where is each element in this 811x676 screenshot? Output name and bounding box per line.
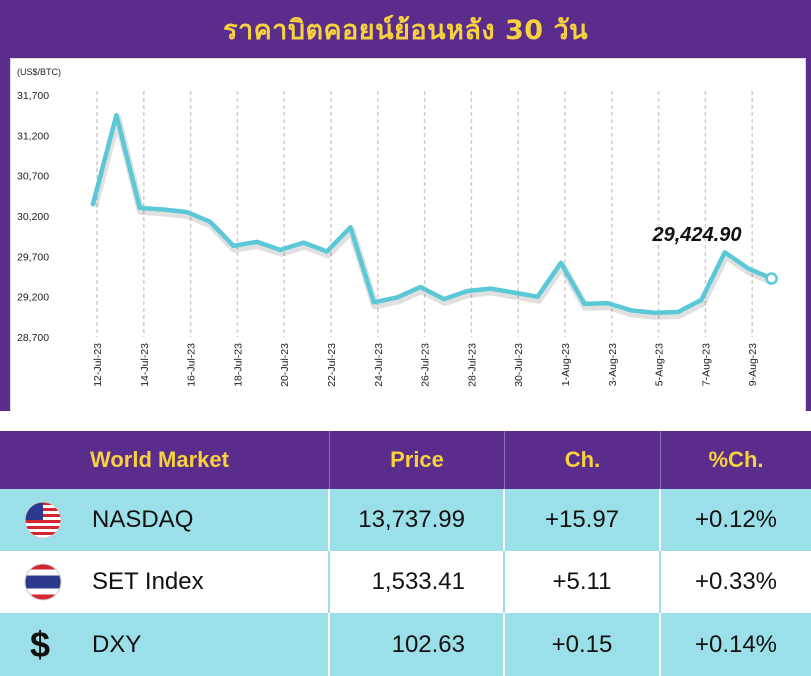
us-flag-icon bbox=[24, 501, 62, 539]
x-tick-label: 14-Jul-23 bbox=[139, 343, 151, 387]
x-tick-label: 18-Jul-23 bbox=[232, 343, 244, 387]
y-tick-label: 29,700 bbox=[17, 251, 49, 263]
market-price: 1,533.41 bbox=[330, 551, 505, 613]
x-tick-label: 7-Aug-23 bbox=[700, 343, 712, 386]
market-price: 102.63 bbox=[330, 613, 505, 676]
x-tick-label: 26-Jul-23 bbox=[420, 343, 432, 387]
header-change: Ch. bbox=[505, 431, 661, 489]
x-tick-label: 1-Aug-23 bbox=[560, 343, 572, 386]
chart-title: ราคาบิตคอยน์ย้อนหลัง 30 วัน bbox=[222, 14, 589, 46]
separator bbox=[0, 411, 811, 431]
table-row: $ DXY 102.63 +0.15 +0.14% bbox=[0, 613, 811, 676]
dollar-icon: $ bbox=[30, 623, 51, 665]
market-change: +5.11 bbox=[505, 551, 661, 613]
thai-flag-icon bbox=[24, 563, 62, 601]
btc-line-chart: 31,700 31,200 30,700 30,200 29,700 29,200 28,7… bbox=[17, 67, 778, 387]
market-change: +15.97 bbox=[505, 489, 661, 551]
header-price: Price bbox=[330, 431, 505, 489]
series-line bbox=[90, 112, 774, 316]
market-pct-change: +0.14% bbox=[694, 630, 778, 658]
unit-label: (US$/BTC) bbox=[17, 67, 61, 77]
market-name: DXY bbox=[92, 630, 142, 658]
market-pct-change: +0.33% bbox=[694, 568, 778, 595]
chart-panel: 31,700 31,200 30,700 30,200 29,700 29,200 28,7… bbox=[10, 58, 806, 412]
x-tick-label: 20-Jul-23 bbox=[279, 343, 291, 387]
x-tick-label: 9-Aug-23 bbox=[747, 343, 759, 386]
x-tick-label: 5-Aug-23 bbox=[654, 343, 666, 386]
y-tick-label: 28,700 bbox=[17, 332, 49, 344]
y-tick-label: 30,700 bbox=[17, 171, 49, 183]
x-tick-label: 3-Aug-23 bbox=[607, 343, 619, 386]
market-name: NASDAQ bbox=[92, 506, 194, 533]
y-tick-label: 29,200 bbox=[17, 292, 49, 304]
x-tick-label: 24-Jul-23 bbox=[373, 343, 385, 387]
table-row: NASDAQ 13,737.99 +15.97 +0.12% bbox=[0, 489, 811, 551]
x-tick-label: 22-Jul-23 bbox=[326, 343, 338, 387]
y-tick-label: 31,700 bbox=[17, 90, 49, 102]
market-change: +0.15 bbox=[505, 613, 661, 676]
last-point-marker bbox=[765, 272, 778, 285]
x-tick-label: 16-Jul-23 bbox=[186, 343, 198, 387]
market-price: 13,737.99 bbox=[330, 489, 505, 551]
y-tick-label: 31,200 bbox=[17, 130, 49, 142]
y-tick-label: 30,200 bbox=[17, 211, 49, 223]
x-tick-label: 28-Jul-23 bbox=[466, 343, 478, 387]
market-pct-change: +0.12% bbox=[694, 506, 778, 533]
x-tick-label: 30-Jul-23 bbox=[513, 343, 525, 387]
header-pct-change: %Ch. bbox=[708, 447, 764, 472]
table-header: World Market Price Ch. %Ch. bbox=[0, 431, 811, 489]
table-row: SET Index 1,533.41 +5.11 +0.33% bbox=[0, 551, 811, 613]
x-tick-label: 12-Jul-23 bbox=[92, 343, 104, 387]
header-world-market: World Market bbox=[0, 431, 330, 489]
last-value-label: 29,424.90 bbox=[652, 224, 742, 246]
market-name: SET Index bbox=[92, 568, 204, 595]
world-market-table: World Market Price Ch. %Ch. NASD bbox=[0, 431, 811, 676]
